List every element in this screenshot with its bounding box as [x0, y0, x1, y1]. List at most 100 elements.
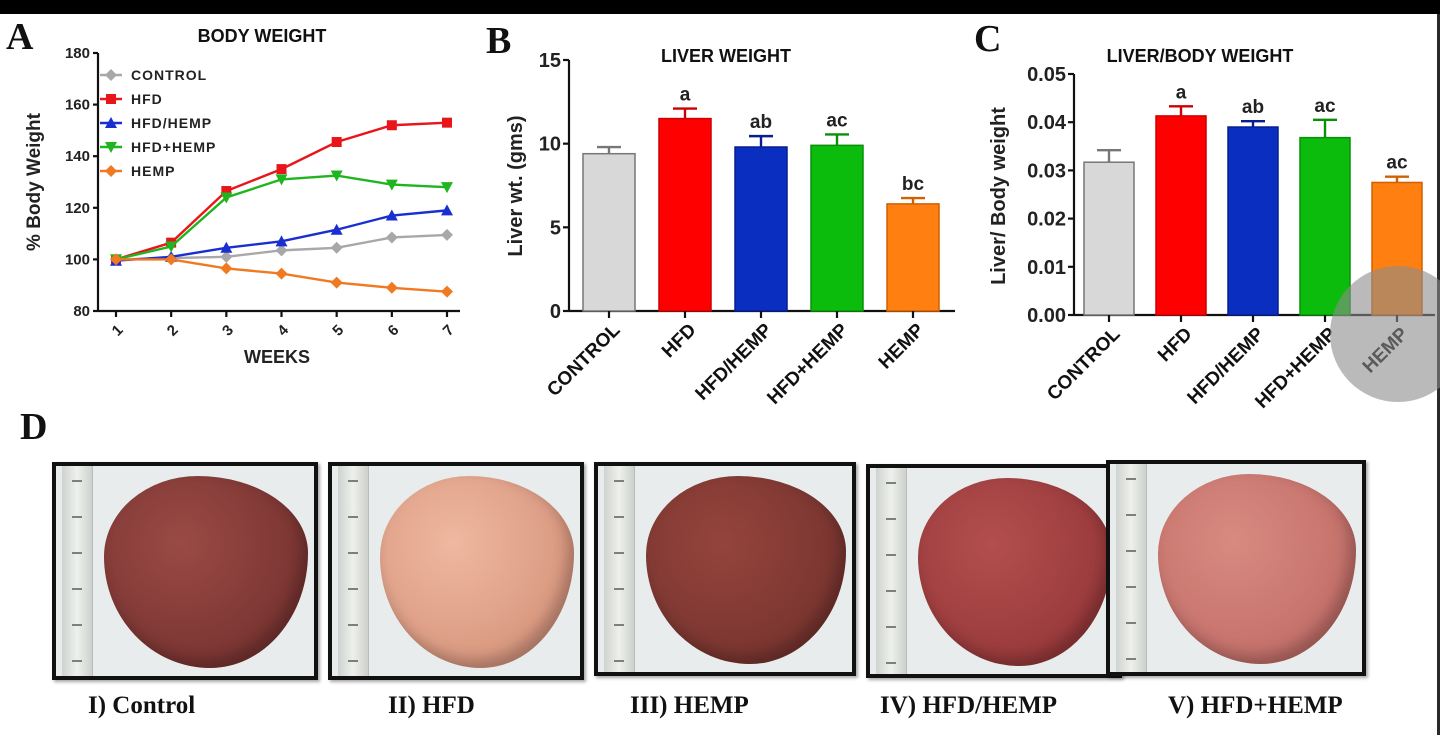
chart-c-y-tick-label: 0.00 [1027, 305, 1066, 327]
ruler-mark [72, 552, 82, 554]
chart-a-data-point [330, 223, 343, 235]
legend-label: HFD [131, 91, 163, 107]
chart-a-title: BODY WEIGHT [198, 26, 327, 46]
chart-c-y-tick-label: 0.03 [1027, 160, 1066, 182]
chart-a-data-point [330, 170, 343, 182]
legend-marker [105, 142, 117, 153]
ruler-mark [886, 482, 896, 484]
ruler-mark [886, 554, 896, 556]
chart-b-title: LIVER WEIGHT [661, 46, 791, 66]
photo-caption: I) Control [88, 692, 196, 719]
chart-b-y-tick-label: 5 [550, 217, 561, 239]
ruler-mark [886, 626, 896, 628]
chart-b-bar [810, 144, 864, 312]
chart-b-bar [658, 117, 712, 312]
chart-b-significance-label: ac [826, 110, 848, 131]
chart-c-bar [1227, 126, 1279, 316]
chart-a-data-point [441, 182, 453, 194]
chart-b-significance-label: ab [750, 112, 772, 133]
chart-a-data-point [275, 267, 288, 280]
touch-indicator-overlay [1330, 266, 1440, 402]
ruler [62, 466, 93, 676]
chart-a-data-point [385, 209, 398, 221]
photo-caption: IV) HFD/HEMP [880, 692, 1058, 719]
legend-marker [105, 165, 117, 177]
chart-c-bar [1299, 136, 1351, 316]
chart-a-series-hfd-hemp [110, 170, 453, 266]
chart-a-series-hemp [110, 253, 453, 298]
chart-a-data-point [275, 244, 288, 257]
chart-a-y-tick-label: 80 [73, 303, 90, 320]
legend-marker [105, 69, 117, 81]
chart-c-significance-label: ab [1242, 97, 1264, 118]
liver-specimen [918, 478, 1112, 666]
chart-a-data-point [165, 241, 178, 253]
chart-b-bar [886, 203, 940, 312]
ruler-mark [1126, 658, 1136, 660]
liver-photo [1106, 460, 1366, 676]
legend-marker [106, 94, 116, 104]
chart-c-significance-label: ac [1314, 96, 1336, 117]
ruler-mark [614, 588, 624, 590]
ruler-mark [1126, 550, 1136, 552]
chart-c-y-tick-label: 0.02 [1027, 209, 1066, 231]
ruler-mark [886, 662, 896, 664]
chart-a-data-point [276, 164, 287, 175]
liver-specimen [1158, 474, 1356, 664]
chart-c-bar-group: a HFD [1154, 82, 1207, 366]
panel-label-b: B [486, 20, 512, 62]
chart-a-data-point [441, 228, 453, 241]
chart-a-data-point [330, 276, 343, 289]
liver-photo [52, 462, 318, 680]
chart-a-y-axis-title: % Body Weight [24, 112, 45, 251]
chart-b-significance-label: bc [902, 174, 925, 195]
legend-label: CONTROL [131, 67, 207, 83]
ruler [604, 466, 635, 672]
chart-c-y-axis-title: Liver/ Body weight [988, 107, 1010, 285]
chart-a-data-point [385, 179, 398, 191]
chart-c-category-label: HFD [1154, 324, 1196, 366]
liver-specimen [380, 476, 574, 668]
chart-a-x-axis-title: WEEKS [244, 347, 310, 367]
ruler-mark [614, 480, 624, 482]
ruler-mark [72, 660, 82, 662]
chart-a-y-tick-label: 140 [65, 148, 90, 165]
legend-label: HFD+HEMP [131, 139, 216, 155]
ruler-mark [614, 660, 624, 662]
chart-a-data-point [385, 281, 398, 294]
ruler-mark [72, 588, 82, 590]
liver-specimen [646, 476, 846, 664]
ruler-mark [72, 480, 82, 482]
chart-a-data-point [275, 235, 288, 247]
chart-a-data-point [330, 241, 343, 254]
chart-c-significance-label: ac [1386, 153, 1408, 174]
ruler-mark [614, 516, 624, 518]
chart-c-title: LIVER/BODY WEIGHT [1107, 46, 1294, 66]
legend-label: HFD/HEMP [131, 115, 212, 131]
legend-label: HEMP [131, 163, 175, 179]
chart-a-data-point [221, 186, 232, 197]
chart-a-data-point [275, 174, 288, 186]
ruler-mark [1126, 478, 1136, 480]
chart-c-y-tick-label: 0.01 [1027, 257, 1066, 279]
ruler-mark [614, 624, 624, 626]
ruler-mark [1126, 586, 1136, 588]
ruler [876, 468, 907, 674]
panel-label-c: C [974, 18, 1002, 60]
ruler-mark [1126, 622, 1136, 624]
chart-a-data-point [331, 137, 342, 148]
chart-a-y-tick-label: 120 [65, 200, 90, 217]
body-weight-line-chart: BODY WEIGHT % Body Weight WEEKS 80 100 120… [24, 26, 460, 367]
chart-b-bar [582, 152, 636, 312]
chart-c-bar [1155, 115, 1207, 316]
photo-caption: V) HFD+HEMP [1168, 692, 1343, 719]
chart-c-y-tick-label: 0.05 [1027, 64, 1066, 86]
photo-caption: II) HFD [388, 692, 475, 719]
chart-a-data-point [220, 262, 233, 275]
chart-a-data-point [386, 120, 397, 131]
chart-a-y-tick-label: 100 [65, 251, 90, 268]
ruler-mark [348, 516, 358, 518]
chart-a-data-point [220, 250, 233, 263]
